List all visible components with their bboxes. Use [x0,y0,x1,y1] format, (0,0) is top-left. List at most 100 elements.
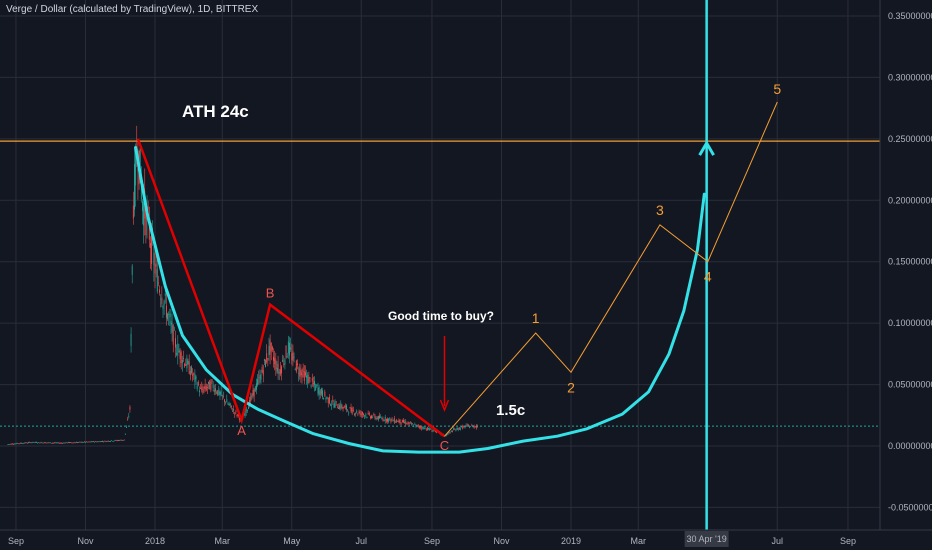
x-tick-label: Nov [77,536,94,546]
candle-body [14,443,16,445]
candle-body [196,385,198,390]
candle-body [409,422,411,424]
candle-body [54,442,56,444]
candle-body [219,392,221,395]
candle-body [77,442,78,444]
candle-body [236,414,238,417]
x-axis: SepNov2018MarMayJulSepNov2019MarMayJulSe… [0,529,932,547]
candle-body [145,206,147,236]
candle-body [464,426,466,428]
candle-body [164,293,166,297]
candle-body [412,423,414,425]
candle-body [275,359,277,369]
abc-correction-path [136,138,446,438]
candle-body [202,388,204,393]
candle-body [352,410,354,412]
candle-body [69,442,70,444]
candle-body [16,442,18,444]
y-tick-label: 0.10000000 [888,318,932,328]
candle-body [143,202,145,226]
candle-body [261,367,263,373]
candle-body [225,402,227,404]
candle-body [64,442,66,444]
candle-body [50,442,52,444]
candle-body [142,201,143,212]
candle-body [347,409,349,411]
candle-body [423,427,425,430]
candle-body [153,253,155,266]
candle-body [273,356,274,361]
abc-correction: A B C [136,138,449,453]
candle-body [237,414,239,416]
candle-body [250,396,252,402]
candle-body [34,442,36,443]
candle-body [72,442,74,444]
candle-body [115,440,117,441]
candle-body [384,416,386,421]
candle-body [114,440,116,441]
candle-body [29,442,31,443]
y-tick-label: 0.35000000 [888,11,932,21]
candle-body [271,347,273,350]
candle-body [385,418,387,422]
candle-body [203,386,205,389]
candle-body [293,356,295,358]
candle-body [39,442,41,444]
candle-body [178,350,180,352]
candle-body [445,435,447,437]
candle-body [32,441,34,443]
up-arrow-icon [698,140,715,156]
candle-body [453,428,455,430]
candle-body [457,427,459,430]
candle-body [48,442,50,444]
candle-body [59,442,61,444]
candle-body [462,425,464,429]
candle-body [322,390,323,398]
x-tick-label: Nov [493,536,510,546]
candle-body [248,406,249,410]
candle-body [289,342,290,356]
candle-body [149,243,151,249]
candle-body [26,442,28,444]
buy-question-annotation: Good time to buy? [388,309,494,323]
x-tick-label: Jul [772,536,784,546]
candle-body [212,384,214,389]
candle-body [396,420,398,422]
candle-body [274,357,276,365]
candle-body [132,205,134,219]
candle-body [253,388,255,397]
candle-body [328,396,330,404]
candle-body [131,265,133,275]
candle-body [181,359,183,364]
candle-body [414,424,416,426]
candle-body [97,441,99,443]
candle-body [147,206,149,210]
cyan-cup-curve [134,0,715,530]
candle-body [100,441,102,443]
candle-body [120,439,122,441]
candle-body [208,381,210,384]
candle-body [433,430,435,432]
candle-body [390,419,392,422]
candle-body [238,418,240,420]
candle-body [474,426,476,428]
candle-body [297,363,298,366]
candle-body [455,429,457,431]
candle-body [86,441,88,443]
candle-body [318,387,320,396]
candle-body [163,300,165,306]
candle-body [418,425,420,428]
candle-body [398,420,400,423]
candle-body [301,372,303,378]
candle-body [410,423,412,425]
candle-body [336,407,338,409]
candle-body [388,418,390,422]
candle-body [287,341,289,354]
candle-body [290,347,292,350]
candle-body [216,392,217,394]
candle-body [233,409,235,411]
candle-body [218,388,220,395]
x-tick-label: 2018 [145,536,165,546]
